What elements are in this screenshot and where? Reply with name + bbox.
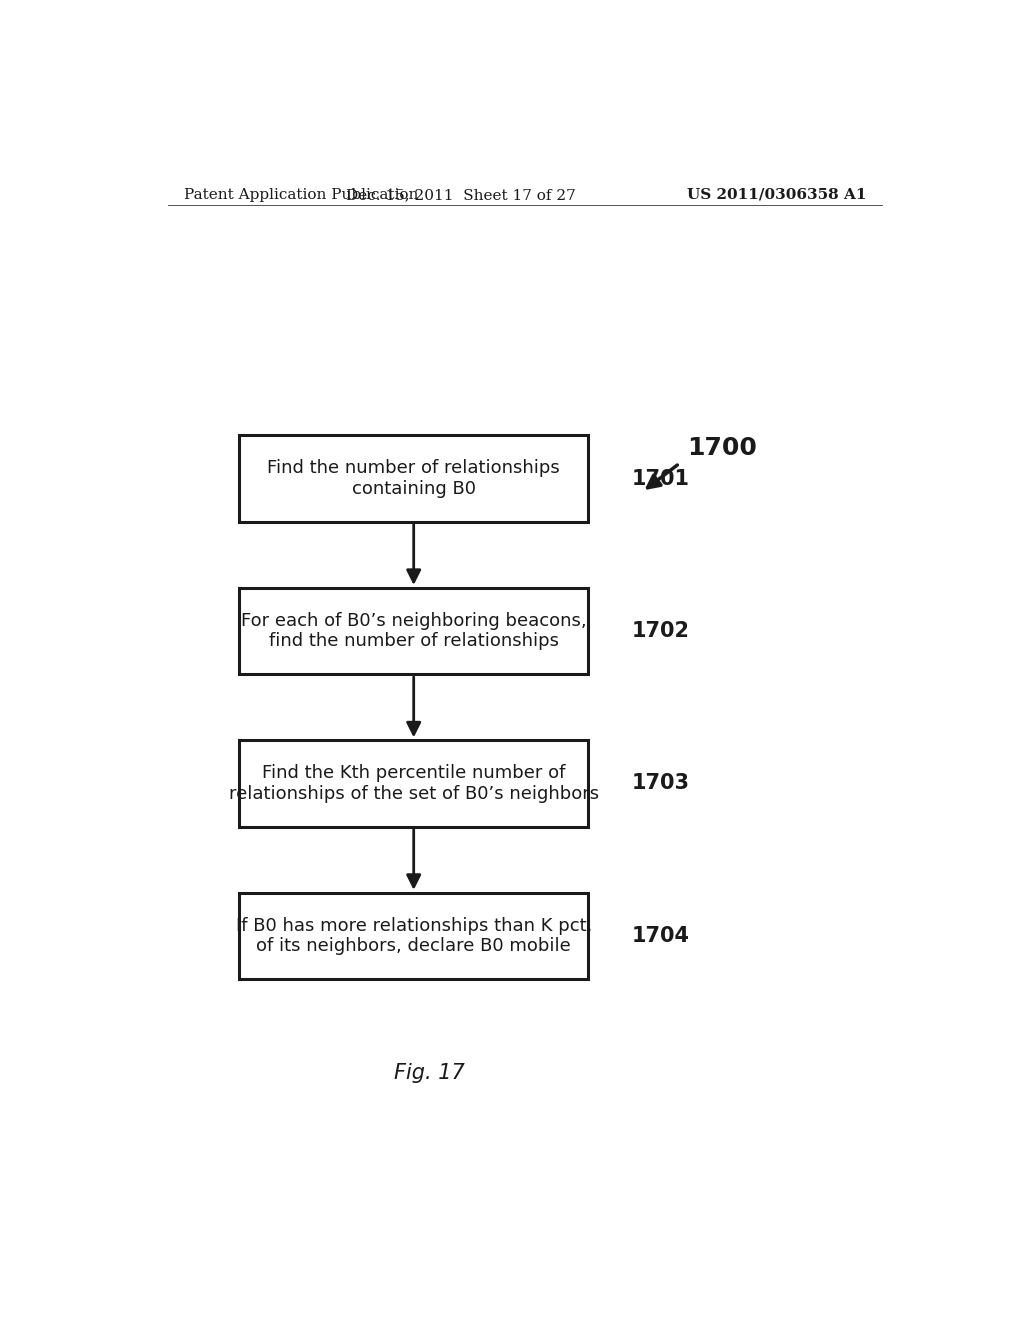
Bar [239, 741, 588, 826]
Text: 1704: 1704 [632, 925, 690, 946]
Text: If B0 has more relationships than K pct.
of its neighbors, declare B0 mobile: If B0 has more relationships than K pct.… [236, 916, 592, 956]
Text: 1700: 1700 [687, 436, 758, 461]
Text: 1701: 1701 [632, 469, 690, 488]
Text: For each of B0’s neighboring beacons,
find the number of relationships: For each of B0’s neighboring beacons, fi… [241, 611, 587, 651]
Bar [239, 436, 588, 521]
Text: Find the number of relationships
containing B0: Find the number of relationships contain… [267, 459, 560, 498]
Text: Patent Application Publication: Patent Application Publication [183, 187, 418, 202]
Bar [239, 587, 588, 675]
Text: Fig. 17: Fig. 17 [394, 1063, 465, 1084]
Text: 1702: 1702 [632, 620, 690, 642]
Text: Dec. 15, 2011  Sheet 17 of 27: Dec. 15, 2011 Sheet 17 of 27 [346, 187, 577, 202]
Text: Find the Kth percentile number of
relationships of the set of B0’s neighbors: Find the Kth percentile number of relati… [228, 764, 599, 803]
Text: US 2011/0306358 A1: US 2011/0306358 A1 [686, 187, 866, 202]
Text: 1703: 1703 [632, 774, 690, 793]
Bar [239, 892, 588, 979]
